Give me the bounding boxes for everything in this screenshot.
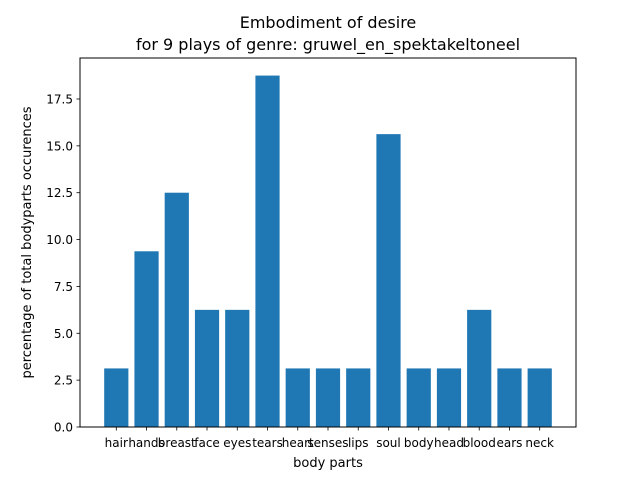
bar-hair — [104, 368, 129, 427]
x-tick-label: eyes — [223, 436, 251, 450]
x-tick-label: senses — [307, 436, 348, 450]
y-tick-label: 7.5 — [54, 280, 73, 294]
x-tick-label: lips — [348, 436, 369, 450]
y-tick-label: 0.0 — [54, 421, 73, 435]
plot-frame — [79, 57, 577, 428]
x-tick-label: ears — [497, 436, 523, 450]
x-tick-label: breast — [158, 436, 196, 450]
bar-ears — [497, 368, 522, 427]
x-tick-label: heart — [282, 436, 314, 450]
x-tick-label: head — [434, 436, 464, 450]
y-tick-label: 17.5 — [46, 93, 73, 107]
bar-body — [406, 368, 431, 427]
x-axis-label: body parts — [293, 456, 363, 471]
x-tick-label: face — [194, 436, 220, 450]
bar-face — [194, 309, 220, 427]
bar-senses — [315, 368, 341, 427]
bar-head — [436, 368, 462, 427]
x-tick-label: hands — [128, 436, 164, 450]
x-tick-label: blood — [463, 436, 496, 450]
bar-soul — [376, 134, 401, 427]
y-axis-ticks: 0.0 2.5 5.0 7.5 10.0 12.5 15.0 17.5 — [46, 93, 80, 435]
bar-heart — [285, 368, 310, 427]
y-tick-label: 12.5 — [46, 186, 73, 200]
chart-title: Embodiment of desire — [240, 13, 417, 32]
y-axis-label: percentage of total bodyparts occurences — [20, 106, 35, 378]
bar-tears — [255, 75, 280, 428]
bar-eyes — [225, 309, 250, 427]
bars-group — [104, 75, 552, 428]
y-tick-label: 15.0 — [46, 139, 73, 153]
bar-hands — [134, 251, 159, 427]
x-tick-label: tears — [252, 436, 283, 450]
x-tick-label: hair — [105, 436, 128, 450]
y-tick-label: 2.5 — [54, 374, 73, 388]
bar-lips — [346, 368, 371, 427]
x-tick-label: soul — [376, 436, 401, 450]
x-tick-label: neck — [525, 436, 554, 450]
bar-neck — [527, 368, 552, 427]
x-tick-label: body — [404, 436, 434, 450]
bar-blood — [467, 309, 492, 427]
y-tick-label: 10.0 — [46, 233, 73, 247]
bar-breast — [164, 192, 189, 427]
y-tick-label: 5.0 — [54, 327, 73, 341]
chart-subtitle: for 9 plays of genre: gruwel_en_spektake… — [136, 35, 520, 55]
